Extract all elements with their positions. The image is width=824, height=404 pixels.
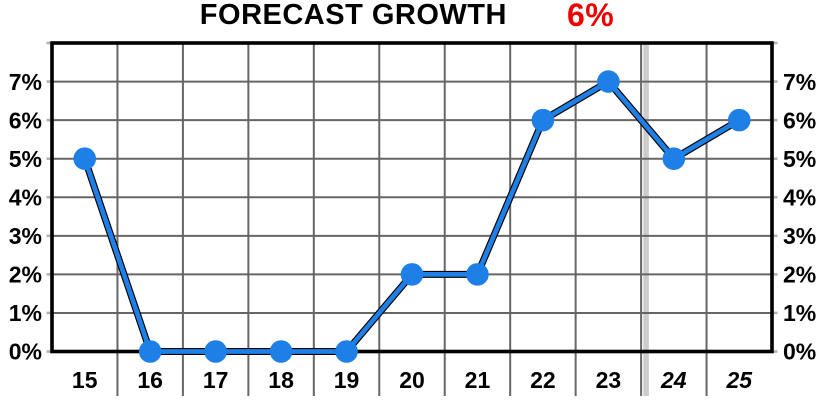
data-point-marker-22 <box>531 108 555 132</box>
data-point-marker-21 <box>466 263 489 286</box>
chart-title-row: FORECAST GROWTH 6% <box>47 0 767 33</box>
y-axis-label-right-1: 1% <box>783 300 816 326</box>
y-axis-label-right-3: 3% <box>783 223 816 249</box>
y-axis-label-left-6: 6% <box>9 107 42 133</box>
x-axis-label-21: 21 <box>465 367 491 393</box>
data-point-marker-18 <box>269 340 293 363</box>
forecast-divider-band <box>643 43 649 396</box>
y-axis-label-left-7: 7% <box>9 69 42 95</box>
x-axis-label-15: 15 <box>72 367 98 393</box>
x-axis-label-16: 16 <box>137 367 163 393</box>
y-axis-label-left-5: 5% <box>9 146 42 172</box>
y-axis-label-right-0: 0% <box>783 339 816 365</box>
x-axis-label-25: 25 <box>725 367 753 393</box>
y-axis-label-right-2: 2% <box>783 262 816 288</box>
y-axis-label-right-4: 4% <box>783 184 816 210</box>
y-axis-label-left-1: 1% <box>9 300 42 326</box>
y-axis-label-left-2: 2% <box>9 262 42 288</box>
data-point-marker-19 <box>335 340 358 363</box>
x-axis-label-17: 17 <box>203 367 229 393</box>
x-axis-label-24: 24 <box>660 367 687 393</box>
y-axis-label-right-6: 6% <box>783 107 816 133</box>
x-axis-label-18: 18 <box>268 367 294 393</box>
x-axis-label-23: 23 <box>596 367 622 393</box>
data-point-marker-24 <box>662 147 686 170</box>
x-axis-label-20: 20 <box>399 367 425 393</box>
data-point-marker-16 <box>138 340 162 363</box>
chart-title-value: 6% <box>566 0 615 33</box>
plot-border <box>50 41 774 354</box>
data-point-marker-20 <box>400 263 424 286</box>
y-axis-label-left-4: 4% <box>9 184 42 210</box>
x-axis-label-22: 22 <box>530 367 556 393</box>
data-point-marker-25 <box>727 108 751 132</box>
y-axis-label-right-7: 7% <box>783 69 816 95</box>
chart-title: FORECAST GROWTH <box>199 0 507 31</box>
data-point-marker-23 <box>597 70 620 93</box>
y-axis-label-left-0: 0% <box>9 339 42 365</box>
y-axis-label-left-3: 3% <box>9 223 42 249</box>
data-point-marker-15 <box>73 147 97 170</box>
y-axis-label-right-5: 5% <box>783 146 816 172</box>
data-point-marker-17 <box>204 340 227 363</box>
x-axis-label-19: 19 <box>334 367 360 393</box>
